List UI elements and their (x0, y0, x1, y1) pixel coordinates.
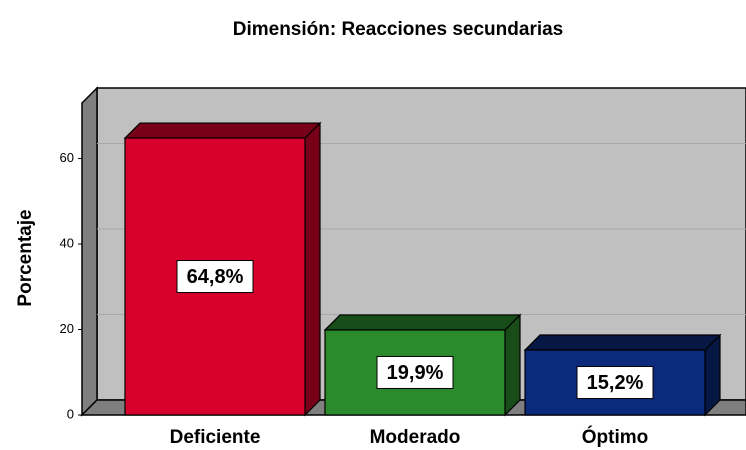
value-label: 19,9% (387, 362, 444, 384)
y-tick-label: 40 (60, 235, 74, 250)
value-label: 15,2% (587, 372, 644, 394)
y-tick-label: 20 (60, 321, 74, 336)
bar-top (123, 122, 322, 139)
y-tick-label: 0 (67, 406, 74, 421)
bar-side (304, 121, 321, 417)
value-label-box (576, 366, 654, 400)
bar-top (323, 314, 522, 331)
x-tick-label: Deficiente (170, 427, 261, 448)
y-tick-label: 60 (60, 150, 74, 165)
x-tick-label: Óptimo (582, 426, 649, 448)
value-label: 64,8% (187, 266, 244, 288)
y-axis-label: Porcentaje (15, 209, 36, 306)
value-label-box (176, 260, 254, 294)
value-label-box (376, 355, 454, 389)
chart-title: Dimensión: Reacciones secundarias (233, 19, 564, 40)
bar-top (523, 334, 722, 351)
bar-side (504, 313, 521, 417)
x-tick-label: Moderado (370, 427, 461, 448)
left-wall (81, 86, 98, 417)
